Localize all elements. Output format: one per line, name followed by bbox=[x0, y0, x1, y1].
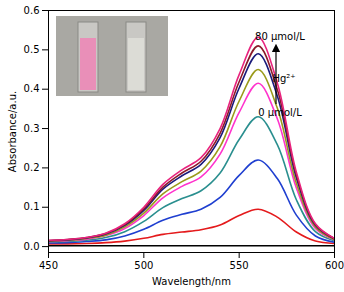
svg-text:0.4: 0.4 bbox=[24, 83, 40, 94]
svg-text:Absorbance/a.u.: Absorbance/a.u. bbox=[7, 91, 18, 172]
svg-text:Hg²⁺: Hg²⁺ bbox=[272, 73, 295, 84]
svg-text:0.6: 0.6 bbox=[24, 5, 40, 16]
svg-text:80 μmol/L: 80 μmol/L bbox=[255, 31, 305, 42]
svg-text:0.1: 0.1 bbox=[24, 201, 40, 212]
svg-text:0.0: 0.0 bbox=[24, 241, 40, 252]
svg-text:0.5: 0.5 bbox=[24, 44, 40, 55]
svg-text:500: 500 bbox=[134, 260, 153, 271]
svg-text:550: 550 bbox=[230, 260, 249, 271]
svg-text:Wavelength/nm: Wavelength/nm bbox=[152, 276, 231, 287]
svg-text:0.3: 0.3 bbox=[24, 123, 40, 134]
svg-text:0 μmol/L: 0 μmol/L bbox=[258, 107, 302, 118]
svg-text:600: 600 bbox=[325, 260, 344, 271]
svg-text:450: 450 bbox=[39, 260, 58, 271]
svg-text:0.2: 0.2 bbox=[24, 162, 40, 173]
